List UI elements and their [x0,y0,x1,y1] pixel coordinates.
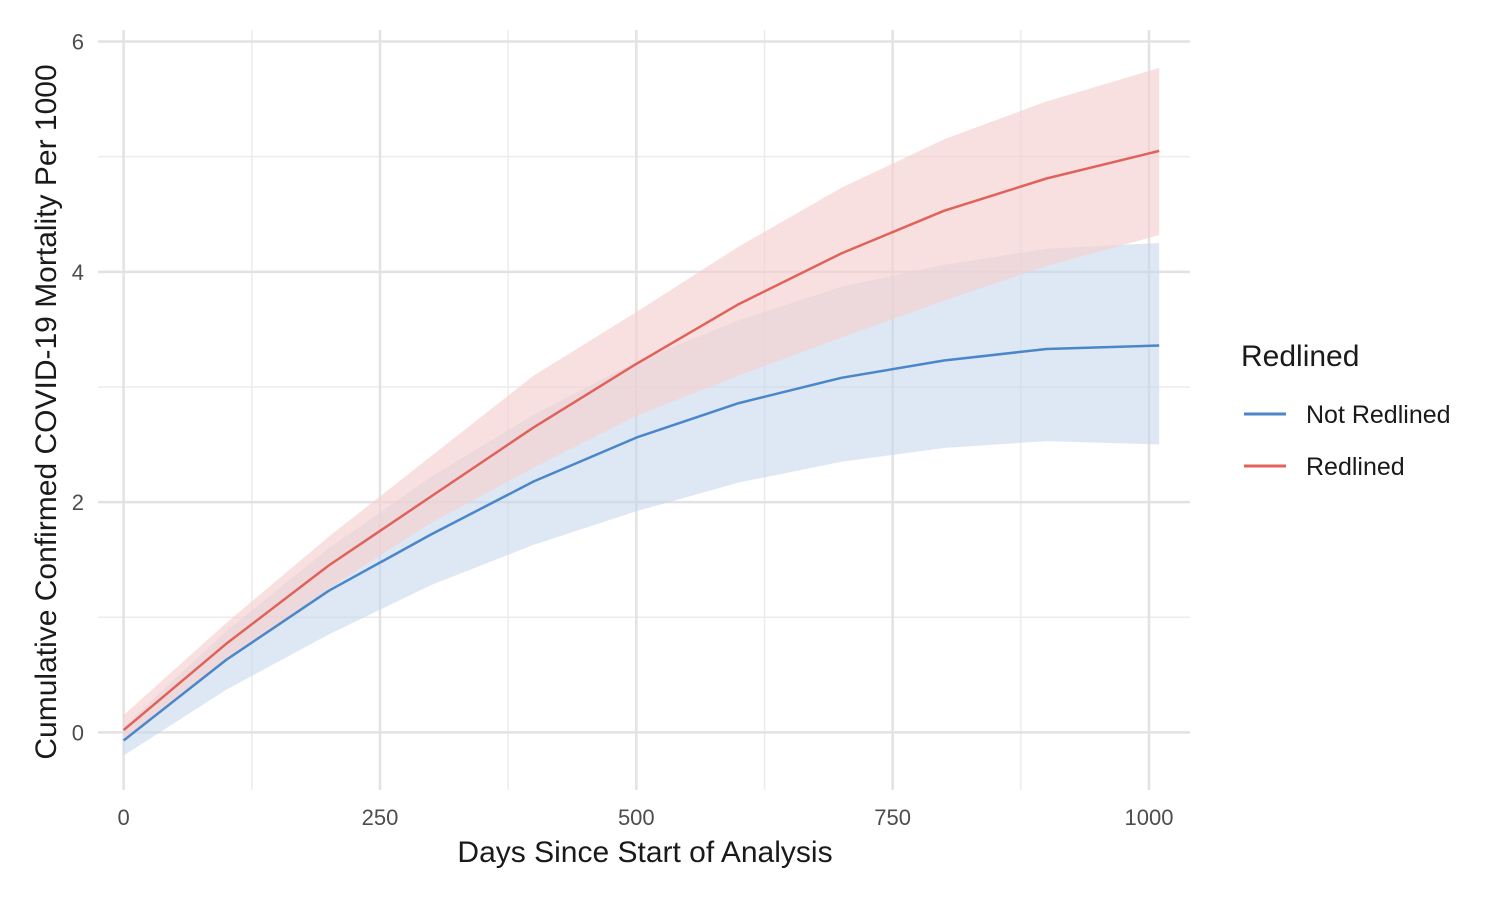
y-tick-label: 0 [72,720,84,745]
x-tick-label: 1000 [1125,805,1174,830]
series-line-not-redlined [122,344,1160,742]
legend-label-not-redlined: Not Redlined [1306,401,1451,429]
legend-label-redlined: Redlined [1306,453,1405,481]
y-tick-label: 6 [72,30,84,55]
y-tick-label: 2 [72,490,84,515]
series-line-redlined [122,149,1160,732]
x-axis-title: Days Since Start of Analysis [457,836,832,869]
confidence-band-not-redlined [123,243,1160,756]
confidence-bands [123,68,1160,756]
y-axis-title: Cumulative Confirmed COVID-19 Mortality … [30,64,63,759]
x-tick-label: 250 [362,805,399,830]
x-axis-ticks: 0 250 500 750 1000 [118,805,1174,830]
y-axis-ticks: 0 2 4 6 [72,30,84,746]
series-lines [122,149,1160,742]
x-tick-label: 750 [874,805,911,830]
x-tick-label: 500 [618,805,655,830]
x-tick-label: 0 [118,805,130,830]
confidence-band-redlined [123,68,1160,742]
legend-title: Redlined [1241,340,1359,373]
y-tick-label: 4 [72,260,84,285]
legend: Redlined Not Redlined Redlined [1241,340,1451,481]
